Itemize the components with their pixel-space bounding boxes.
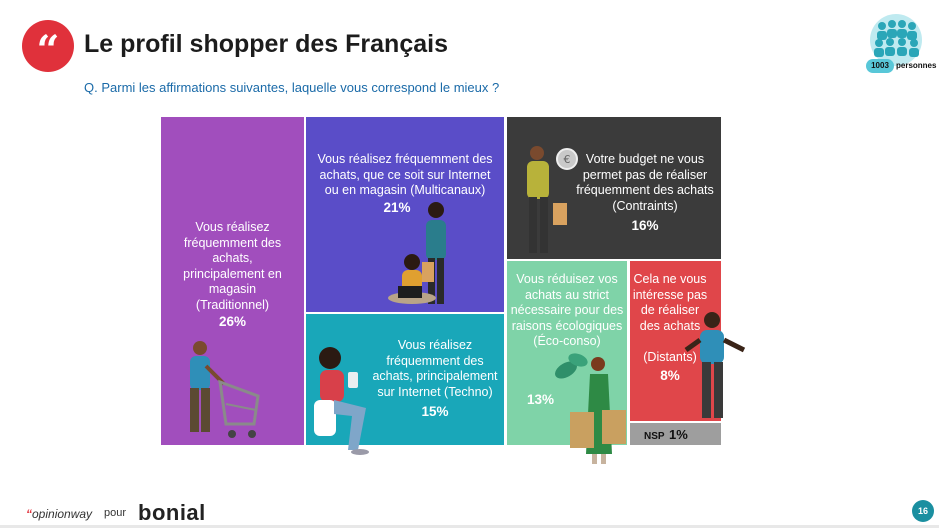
svg-text:€: € — [564, 153, 571, 166]
segment-value: 13% — [527, 392, 555, 407]
people-group-icon — [870, 14, 922, 66]
segment-label: NSP — [644, 431, 665, 442]
segment-label: Vous réduisez vos achats au strict néces… — [510, 272, 624, 348]
segment-label: Votre budget ne vous permet pas de réali… — [576, 152, 714, 213]
segment-label: Cela ne vous intéresse pas de réaliser d… — [632, 272, 708, 364]
segment-value: 16% — [631, 218, 659, 233]
segment-value: 26% — [218, 314, 247, 329]
survey-question: Q. Parmi les affirmations suivantes, laq… — [84, 80, 500, 95]
woman-with-phone-icon — [314, 347, 369, 455]
sample-size-badge: 1003 — [866, 59, 894, 73]
segment-value: 8% — [660, 368, 680, 383]
quote-logo-icon: “ — [22, 20, 74, 74]
segment-value: 15% — [421, 404, 449, 419]
shopper-with-cart-icon — [190, 341, 260, 438]
segment-nsp: NSP 1% — [630, 423, 721, 445]
bonial-logo: bonial — [138, 500, 206, 525]
eco-woman-with-leaves-icon — [555, 353, 626, 464]
women-shopping-icon — [388, 202, 446, 304]
page-title: Le profil shopper des Français — [84, 30, 448, 58]
bottom-divider — [0, 525, 939, 528]
man-shrugging-icon — [684, 312, 746, 418]
segment-traditionnel: Vous réalisez fréquemment des achats, pr… — [161, 117, 304, 445]
footer-pour-text: pour — [104, 507, 127, 519]
segment-label: Vous réalisez fréquemment des achats, pr… — [183, 220, 282, 312]
segment-label: Vous réalisez fréquemment des achats, qu… — [317, 152, 493, 197]
segment-label: Vous réalisez fréquemment des achats, pr… — [372, 338, 498, 399]
man-with-coin-icon: € — [527, 146, 578, 253]
segment-value: 21% — [383, 199, 411, 215]
sample-size-label: personnes — [896, 61, 937, 70]
segment-value: 1% — [669, 427, 688, 442]
opinionway-logo: “opinionway — [26, 507, 93, 521]
page-number: 16 — [912, 500, 934, 522]
